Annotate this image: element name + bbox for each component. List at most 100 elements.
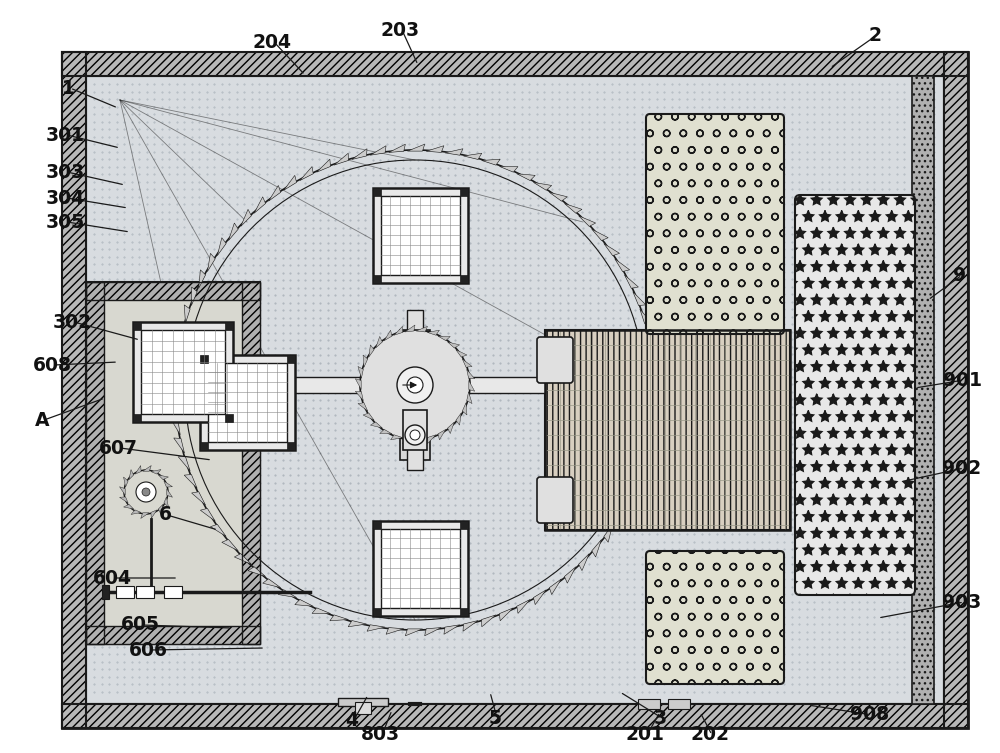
Polygon shape (405, 629, 423, 636)
Polygon shape (427, 434, 436, 444)
Polygon shape (482, 159, 500, 165)
Polygon shape (248, 567, 266, 577)
Circle shape (410, 430, 420, 440)
Polygon shape (444, 625, 460, 634)
Bar (133, 322, 233, 422)
Bar (545, 330, 790, 530)
Polygon shape (234, 553, 251, 564)
Polygon shape (184, 305, 190, 323)
Bar (460, 608, 468, 615)
Bar (372, 520, 380, 529)
Polygon shape (254, 197, 266, 213)
Text: 903: 903 (942, 593, 982, 611)
Polygon shape (355, 379, 361, 389)
Polygon shape (391, 434, 403, 440)
Polygon shape (269, 185, 281, 201)
Polygon shape (415, 438, 425, 445)
Polygon shape (425, 627, 441, 636)
Polygon shape (448, 342, 460, 348)
Polygon shape (169, 380, 176, 398)
Polygon shape (169, 400, 177, 416)
Polygon shape (358, 367, 363, 378)
Polygon shape (167, 489, 172, 497)
Polygon shape (131, 510, 141, 514)
Polygon shape (615, 259, 630, 272)
Bar (86, 282, 260, 300)
Polygon shape (579, 553, 589, 571)
Text: 3: 3 (653, 709, 667, 727)
Polygon shape (467, 370, 475, 379)
Polygon shape (222, 539, 238, 551)
Bar (372, 608, 380, 615)
Polygon shape (367, 625, 385, 631)
Polygon shape (462, 403, 467, 415)
Bar (355, 702, 371, 714)
Bar (372, 187, 468, 282)
Bar (133, 414, 141, 422)
Polygon shape (158, 505, 163, 514)
Bar (102, 585, 109, 599)
Polygon shape (416, 326, 427, 332)
Text: 803: 803 (360, 725, 400, 745)
Polygon shape (646, 438, 652, 457)
Polygon shape (151, 510, 157, 519)
FancyBboxPatch shape (646, 114, 784, 334)
Bar (86, 76, 944, 704)
Bar (141, 330, 225, 414)
Polygon shape (207, 253, 215, 272)
Bar (62, 52, 86, 728)
Circle shape (124, 470, 168, 514)
FancyBboxPatch shape (537, 337, 573, 383)
Polygon shape (124, 505, 134, 509)
Polygon shape (386, 627, 404, 634)
Circle shape (136, 482, 156, 502)
Polygon shape (640, 309, 652, 323)
Polygon shape (463, 620, 478, 631)
Polygon shape (158, 475, 168, 480)
Polygon shape (199, 270, 206, 288)
Polygon shape (174, 342, 180, 360)
Polygon shape (533, 590, 546, 605)
Bar (400, 330, 430, 460)
Polygon shape (191, 287, 197, 306)
Polygon shape (129, 470, 134, 480)
Bar (225, 414, 233, 422)
FancyBboxPatch shape (795, 195, 915, 595)
Circle shape (397, 367, 433, 403)
Bar (208, 362, 287, 441)
Polygon shape (469, 380, 475, 392)
Polygon shape (171, 419, 180, 434)
Bar (287, 441, 294, 450)
Bar (944, 52, 968, 728)
Polygon shape (564, 203, 582, 213)
Polygon shape (549, 579, 561, 595)
Text: 204: 204 (252, 32, 292, 51)
Circle shape (360, 330, 470, 440)
Polygon shape (462, 359, 472, 367)
Polygon shape (604, 243, 620, 256)
Polygon shape (592, 229, 608, 240)
Bar (380, 196, 460, 275)
Polygon shape (164, 497, 168, 507)
Polygon shape (640, 456, 646, 475)
Bar (200, 355, 294, 450)
Bar (164, 586, 182, 598)
Bar (638, 699, 660, 709)
Polygon shape (228, 223, 238, 240)
Text: 304: 304 (45, 188, 85, 208)
Polygon shape (650, 420, 656, 438)
Polygon shape (178, 323, 184, 342)
Polygon shape (499, 166, 518, 172)
Polygon shape (263, 579, 281, 587)
Polygon shape (407, 144, 425, 151)
Polygon shape (615, 508, 623, 526)
Polygon shape (646, 327, 656, 342)
Polygon shape (426, 145, 444, 152)
Bar (133, 322, 141, 330)
Polygon shape (654, 383, 661, 400)
Bar (136, 586, 154, 598)
Polygon shape (438, 429, 446, 440)
Text: 606: 606 (128, 641, 168, 660)
Text: A: A (35, 410, 49, 429)
Bar (62, 52, 968, 76)
